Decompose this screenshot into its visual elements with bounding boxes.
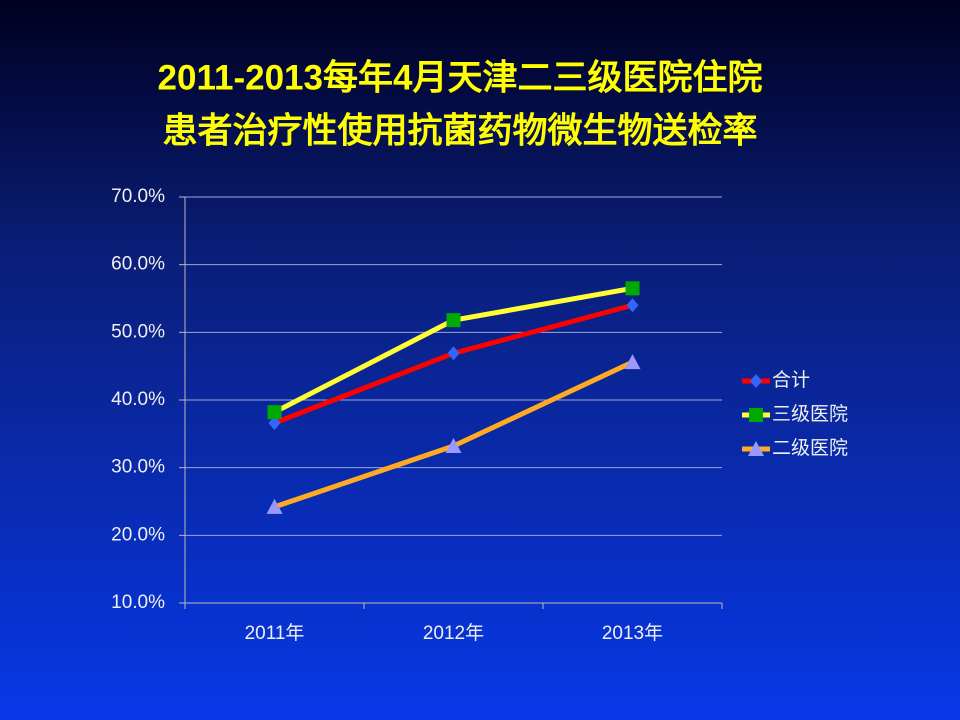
y-tick-label: 70.0% (111, 186, 165, 207)
data-point (625, 281, 640, 296)
data-point (624, 354, 641, 370)
x-tick-label: 2012年 (423, 622, 484, 644)
legend-label: 三级医院 (772, 403, 848, 425)
data-point (268, 416, 281, 431)
chart-title: 2011-2013每年4月天津二三级医院住院 (158, 58, 763, 97)
legend-label: 二级医院 (772, 437, 848, 459)
data-point (445, 438, 462, 454)
data-point (626, 298, 639, 313)
legend-marker (749, 408, 763, 422)
y-tick-label: 40.0% (111, 389, 165, 410)
data-point (447, 346, 460, 361)
data-point (446, 313, 461, 328)
y-tick-label: 30.0% (111, 457, 165, 478)
y-tick-label: 50.0% (111, 321, 165, 342)
chart-title: 患者治疗性使用抗菌药物微生物送检率 (162, 110, 757, 150)
y-tick-label: 20.0% (111, 524, 165, 545)
x-tick-label: 2013年 (602, 622, 663, 644)
y-tick-label: 10.0% (111, 592, 165, 613)
legend-label: 合计 (772, 369, 810, 391)
legend-marker (750, 374, 762, 388)
x-tick-label: 2011年 (245, 622, 305, 644)
legend-marker (748, 441, 764, 456)
data-point (266, 498, 283, 514)
y-tick-label: 60.0% (111, 254, 165, 275)
data-point (267, 405, 282, 420)
